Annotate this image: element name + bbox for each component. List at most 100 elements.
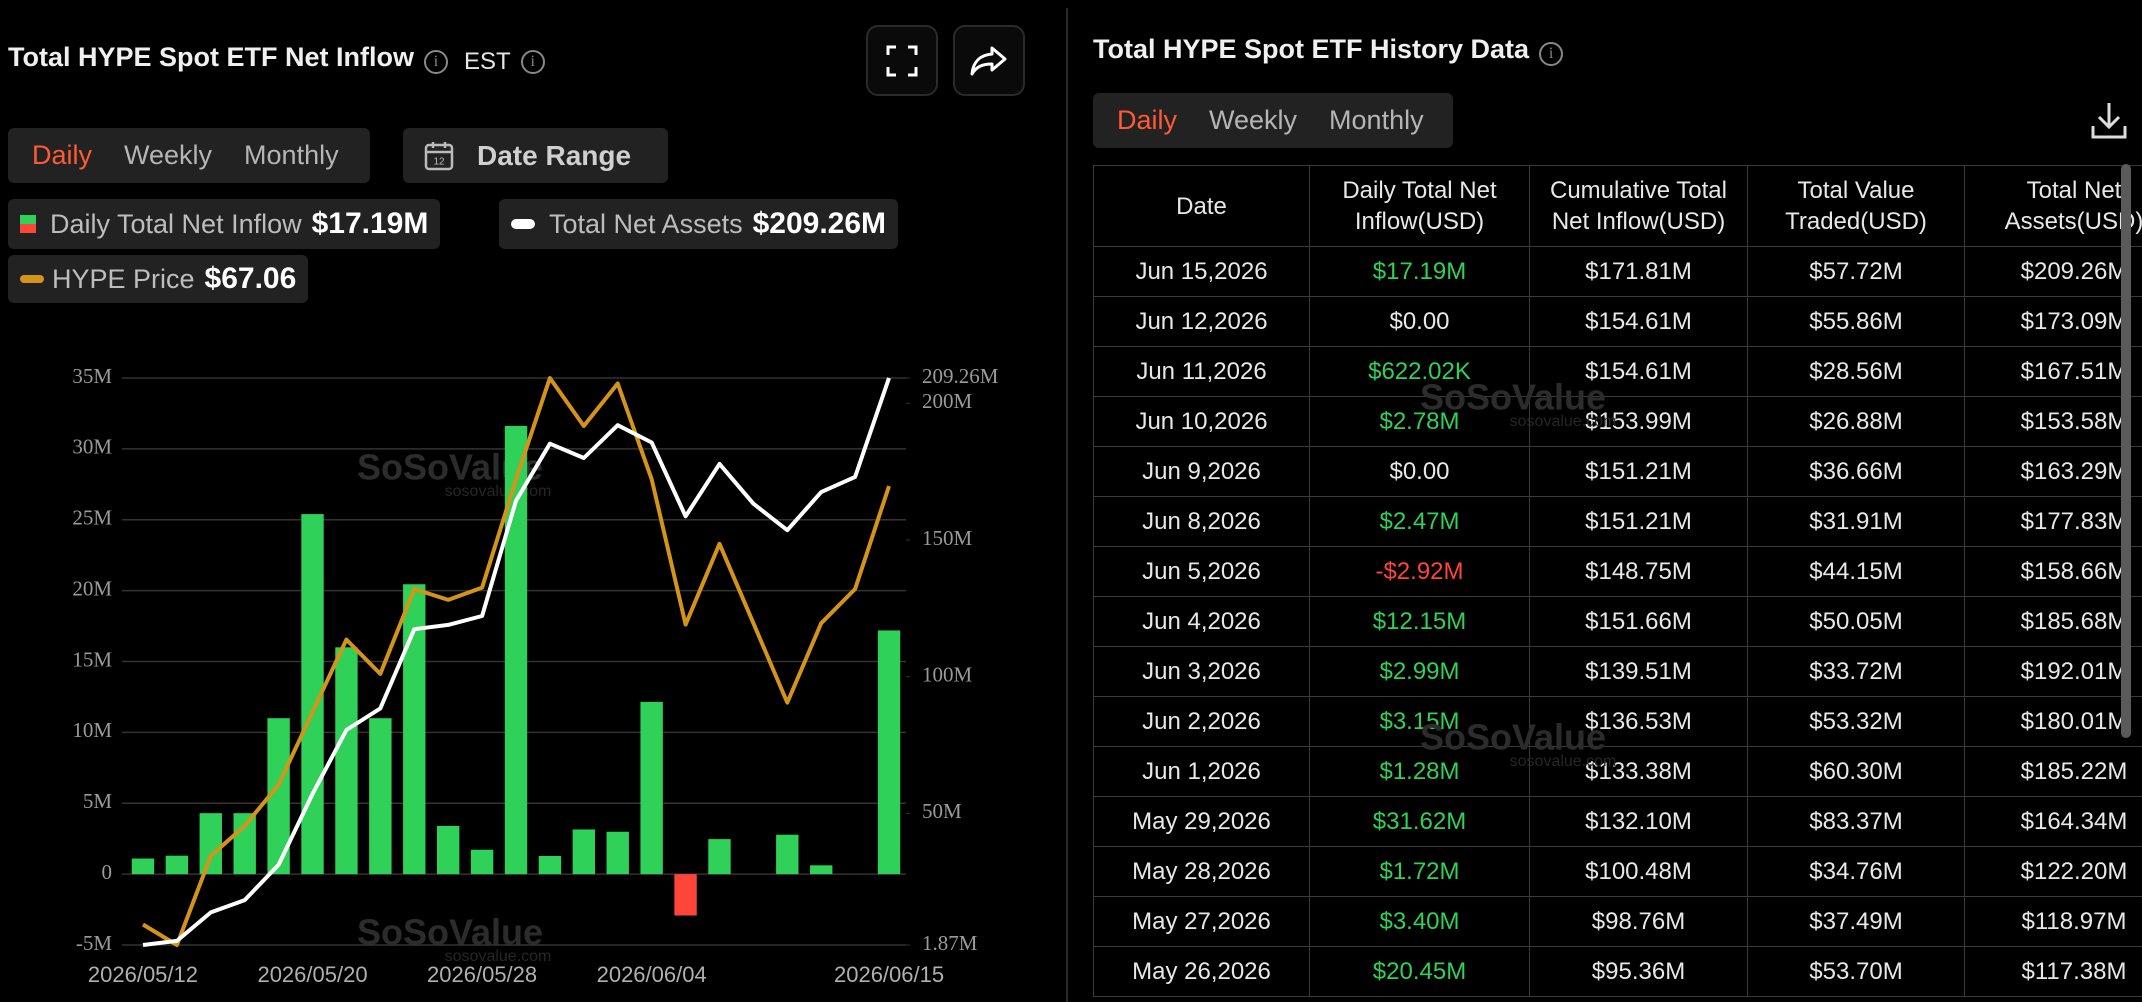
legend-swatch	[20, 275, 44, 283]
tab[interactable]: Daily	[1117, 105, 1178, 135]
table-title: Total HYPE Spot ETF History Data	[1093, 34, 1530, 64]
table-cell: Jun 8,2026	[1093, 496, 1310, 547]
table-cell: $118.97M	[1964, 896, 2142, 947]
table-cell: $180.01M	[1964, 696, 2142, 747]
table-cell: $44.15M	[1747, 546, 1965, 597]
table-cell: -$2.92M	[1309, 546, 1530, 597]
table-cell: $117.38M	[1964, 946, 2142, 997]
legend-item[interactable]: HYPE Price $67.06	[8, 255, 309, 303]
bar	[403, 584, 426, 875]
table-row: Jun 2,2026 $3.15M $136.53M $53.32M $180.01M	[1093, 696, 2142, 747]
table-cell: $33.72M	[1747, 646, 1965, 697]
table-row: Jun 9,2026 $0.00 $151.21M $36.66M $163.29M	[1093, 446, 2142, 497]
table-cell: $185.68M	[1964, 596, 2142, 647]
fullscreen-button[interactable]	[866, 25, 938, 96]
table-cell: $36.66M	[1747, 446, 1965, 497]
x-tick-label: 2026/05/28	[427, 962, 537, 987]
table-cell: $20.45M	[1309, 946, 1530, 997]
table-cell: $139.51M	[1529, 646, 1748, 697]
bar	[267, 718, 290, 875]
info-icon[interactable]: i	[1539, 41, 1564, 66]
x-tick-label: 2026/06/15	[834, 962, 944, 987]
legend-label: Total Net Assets	[549, 208, 743, 239]
watermark-url: sosovalue.com	[445, 483, 552, 500]
y2-tick-label: 150M	[922, 526, 973, 550]
table-cell: $154.61M	[1529, 296, 1748, 347]
tab[interactable]: Monthly	[244, 140, 339, 170]
table-cell: $31.91M	[1747, 496, 1965, 547]
table-cell: Jun 3,2026	[1093, 646, 1310, 697]
scrollbar[interactable]	[2121, 164, 2131, 738]
divider	[1066, 8, 1068, 1002]
y2-tick-label: 50M	[922, 799, 962, 823]
y-tick-label: 20M	[72, 576, 112, 600]
x-tick-label: 2026/05/12	[88, 962, 198, 987]
table-cell: $53.70M	[1747, 946, 1965, 997]
table-row: Jun 1,2026 $1.28M $133.38M $60.30M $185.22M	[1093, 746, 2142, 797]
legend-item[interactable]: Daily Total Net Inflow $17.19M	[8, 199, 441, 249]
calendar-icon: 12	[424, 141, 454, 170]
legend-item[interactable]: Total Net Assets $209.26M	[499, 199, 899, 249]
table-cell: $57.72M	[1747, 246, 1965, 297]
table-cell: Jun 15,2026	[1093, 246, 1310, 297]
fullscreen-icon	[886, 45, 918, 76]
table-cell: Jun 11,2026	[1093, 346, 1310, 397]
table-cell: $136.53M	[1529, 696, 1748, 747]
tab[interactable]: Monthly	[1329, 105, 1424, 135]
table-cell: May 29,2026	[1093, 796, 1310, 847]
tab[interactable]: Weekly	[124, 140, 213, 170]
table-header: Total HYPE Spot ETF History Data i	[1093, 34, 1564, 66]
table-row: Jun 12,2026 $0.00 $154.61M $55.86M $173.09M	[1093, 296, 2142, 347]
column-header: Cumulative Total Net Inflow(USD)	[1529, 165, 1748, 247]
date-range-button[interactable]: 12 Date Range	[403, 128, 668, 183]
info-icon[interactable]: i	[520, 49, 545, 74]
table-cell: $1.72M	[1309, 846, 1530, 897]
table-row: Jun 15,2026 $17.19M $171.81M $57.72M $209.26…	[1093, 246, 2142, 297]
y-tick-label: 30M	[72, 435, 112, 459]
y-tick-label: 10M	[72, 718, 112, 742]
bar	[504, 425, 528, 875]
table-cell: $37.49M	[1747, 896, 1965, 947]
period-tabs: Daily Weekly Monthly	[8, 128, 370, 183]
table-cell: $28.56M	[1747, 346, 1965, 397]
tab[interactable]: Daily	[32, 140, 93, 170]
column-header: Total Value Traded(USD)	[1747, 165, 1965, 247]
table-cell: $55.86M	[1747, 296, 1965, 347]
column-header: Daily Total Net Inflow(USD)	[1309, 165, 1530, 247]
bar	[470, 849, 494, 875]
table-row: May 29,2026 $31.62M $132.10M $83.37M $164.34…	[1093, 796, 2142, 847]
share-button[interactable]	[953, 25, 1025, 96]
table-cell: $171.81M	[1529, 246, 1748, 297]
table-cell: Jun 2,2026	[1093, 696, 1310, 747]
table-cell: May 28,2026	[1093, 846, 1310, 897]
y-tick-label: 5M	[83, 789, 113, 813]
table-row: Jun 11,2026 $622.02K $154.61M $28.56M $167.5…	[1093, 346, 2142, 397]
table-cell: $177.83M	[1964, 496, 2142, 547]
table-cell: $1.28M	[1309, 746, 1530, 797]
table-cell: $0.00	[1309, 296, 1530, 347]
download-icon[interactable]	[2090, 100, 2128, 140]
table-cell: $31.62M	[1309, 796, 1530, 847]
table-cell: $50.05M	[1747, 596, 1965, 647]
timezone[interactable]: EST	[464, 47, 511, 75]
table-cell: $0.00	[1309, 446, 1530, 497]
legend-value: $17.19M	[311, 207, 429, 240]
y2-tick-label: 1.87M	[922, 931, 978, 955]
table-cell: $2.47M	[1309, 496, 1530, 547]
bar	[877, 630, 901, 875]
table-cell: $3.15M	[1309, 696, 1530, 747]
table-cell: $158.66M	[1964, 546, 2142, 597]
table-cell: $3.40M	[1309, 896, 1530, 947]
info-icon[interactable]: i	[424, 49, 448, 74]
legend-swatch	[511, 219, 535, 229]
table-cell: $83.37M	[1747, 796, 1965, 847]
tab[interactable]: Weekly	[1209, 105, 1298, 135]
watermark-url: sosovalue.com	[445, 948, 552, 965]
y-tick-label: 0	[102, 860, 113, 884]
table-row: May 27,2026 $3.40M $98.76M $37.49M $118.97M	[1093, 896, 2142, 947]
table-cell: $173.09M	[1964, 296, 2142, 347]
table-row: Jun 4,2026 $12.15M $151.66M $50.05M $185.68M	[1093, 596, 2142, 647]
table-cell: Jun 1,2026	[1093, 746, 1310, 797]
bar	[436, 825, 460, 875]
